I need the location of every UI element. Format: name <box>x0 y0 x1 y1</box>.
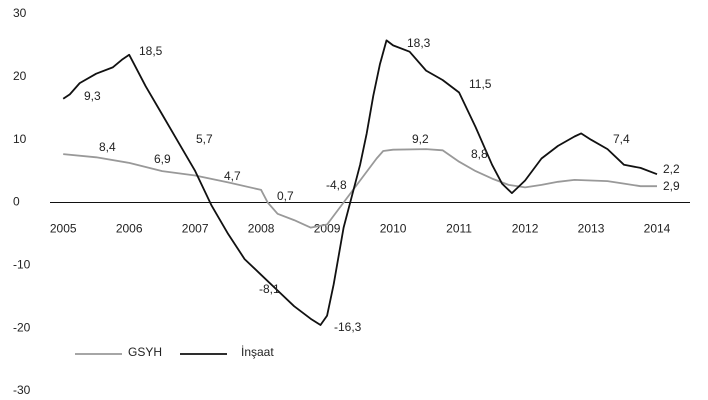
x-tick-label: 2012 <box>512 222 539 236</box>
y-tick-label: 30 <box>13 6 27 20</box>
data-label: -16,3 <box>334 320 362 334</box>
x-tick-label: 2006 <box>116 222 143 236</box>
x-tick-label: 2011 <box>446 222 472 236</box>
data-label: 5,7 <box>196 132 213 146</box>
x-tick-label: 2013 <box>578 222 605 236</box>
data-label: 2,2 <box>663 162 680 176</box>
data-label: 11,5 <box>469 77 492 91</box>
y-tick-label: 10 <box>13 132 27 146</box>
x-tick-label: 2014 <box>644 222 671 236</box>
y-tick-label: 20 <box>13 69 27 83</box>
x-tick-label: 2007 <box>182 222 209 236</box>
legend-label: İnşaat <box>241 345 274 359</box>
y-tick-label: -30 <box>13 383 31 397</box>
data-label: -4,8 <box>326 178 347 192</box>
y-tick-label: -20 <box>13 320 31 334</box>
data-label: 9,2 <box>412 132 429 146</box>
data-label: 8,8 <box>471 147 488 161</box>
data-label: 8,4 <box>99 140 116 154</box>
x-tick-label: 2005 <box>50 222 77 236</box>
x-tick-label: 2008 <box>248 222 275 236</box>
data-label: 0,7 <box>277 189 294 203</box>
data-label: 7,4 <box>613 132 630 146</box>
y-tick-label: 0 <box>13 195 20 209</box>
data-label: -8,1 <box>259 282 280 296</box>
legend-label: GSYH <box>128 345 162 359</box>
series-line <box>62 39 658 326</box>
series-line <box>63 148 657 229</box>
data-label: 4,7 <box>224 169 241 183</box>
data-label: 18,3 <box>407 36 431 50</box>
data-label: 2,9 <box>663 179 680 193</box>
data-label: 9,3 <box>84 89 101 103</box>
x-tick-label: 2010 <box>380 222 407 236</box>
data-label: 18,5 <box>139 44 163 58</box>
data-label: 6,9 <box>154 152 171 166</box>
y-tick-label: -10 <box>13 258 31 272</box>
